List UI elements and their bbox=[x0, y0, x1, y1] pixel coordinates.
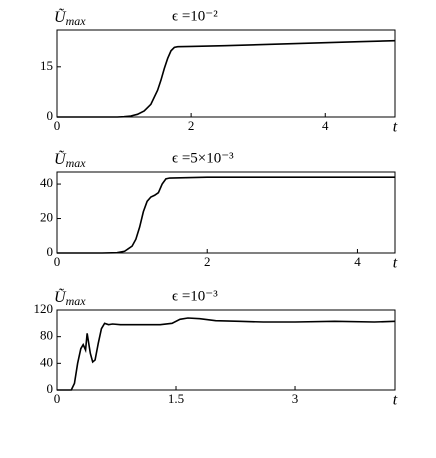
axes-box bbox=[56, 309, 396, 391]
x-tick-label: 0 bbox=[54, 254, 61, 269]
x-tick-label: 3 bbox=[292, 391, 299, 406]
x-tick-label: 4 bbox=[354, 254, 361, 269]
y-axis-label-sub: max bbox=[66, 294, 87, 308]
data-line bbox=[57, 317, 396, 391]
y-axis-label-main: Ũ bbox=[54, 8, 67, 26]
y-axis-label-main: Ũ bbox=[54, 150, 67, 168]
chart-title: ϵ =10⁻³ bbox=[172, 288, 218, 304]
axes-box bbox=[56, 29, 396, 118]
x-tick-label: 0 bbox=[54, 118, 61, 133]
y-tick-label: 80 bbox=[40, 328, 53, 343]
x-tick-label: 2 bbox=[188, 118, 195, 133]
x-axis-label: t bbox=[393, 119, 398, 136]
y-tick-label: 0 bbox=[47, 244, 54, 259]
data-line bbox=[57, 39, 396, 118]
y-axis-label: Ũmax bbox=[54, 8, 86, 28]
y-axis-label-sub: max bbox=[66, 14, 87, 28]
x-tick-label: 0 bbox=[54, 391, 61, 406]
y-tick-label: 0 bbox=[47, 381, 54, 396]
y-tick-label: 20 bbox=[40, 210, 53, 225]
y-tick-label: 40 bbox=[40, 354, 53, 369]
y-axis-label: Ũmax bbox=[54, 150, 86, 170]
y-axis-label-sub: max bbox=[66, 156, 87, 170]
data-line bbox=[57, 176, 395, 254]
y-tick-label: 15 bbox=[40, 58, 53, 73]
x-tick-label: 4 bbox=[322, 118, 329, 133]
chart-title: ϵ =10⁻² bbox=[172, 8, 218, 24]
chart-title: ϵ =5×10⁻³ bbox=[172, 150, 234, 166]
y-axis-label-main: Ũ bbox=[54, 288, 67, 306]
x-tick-label: 1.5 bbox=[168, 391, 184, 406]
axes-box bbox=[56, 171, 396, 254]
y-tick-label: 0 bbox=[47, 108, 54, 123]
y-tick-label: 120 bbox=[34, 301, 54, 316]
x-axis-label: t bbox=[393, 392, 398, 409]
x-tick-label: 2 bbox=[204, 254, 211, 269]
x-axis-label: t bbox=[393, 255, 398, 272]
y-tick-label: 40 bbox=[40, 175, 53, 190]
y-axis-label: Ũmax bbox=[54, 288, 86, 308]
